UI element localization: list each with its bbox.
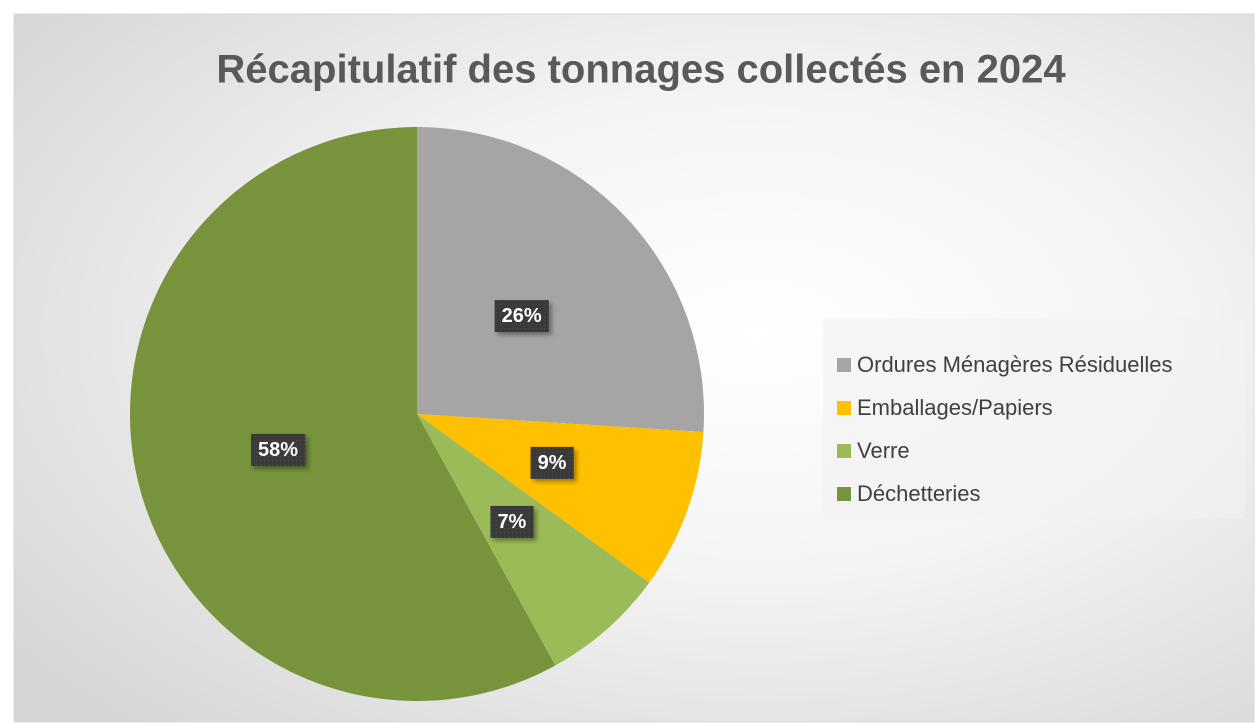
- data-label: 26%: [502, 305, 542, 327]
- data-label-box: [490, 505, 534, 538]
- legend-label: Déchetteries: [857, 481, 981, 506]
- data-label: 9%: [538, 452, 567, 474]
- data-label-box: [494, 300, 549, 333]
- data-label-box: [250, 433, 306, 466]
- legend-label: Verre: [857, 438, 910, 463]
- pie-slice: [417, 414, 650, 666]
- legend-swatch: [837, 358, 851, 372]
- legend-label: Ordures Ménagères Résiduelles: [857, 352, 1173, 377]
- pie-slice: [417, 127, 704, 433]
- data-label: 7%: [497, 511, 526, 533]
- pie-slice: [417, 414, 704, 583]
- legend-swatch: [837, 487, 851, 501]
- data-label-box: [530, 446, 574, 479]
- chart-title: Récapitulatif des tonnages collectés en …: [216, 48, 1066, 92]
- legend-box: [823, 318, 1245, 518]
- legend-swatch: [837, 444, 851, 458]
- data-label: 58%: [258, 439, 298, 461]
- legend-label: Emballages/Papiers: [857, 395, 1053, 420]
- pie-slice: [130, 127, 556, 701]
- legend-swatch: [837, 401, 851, 415]
